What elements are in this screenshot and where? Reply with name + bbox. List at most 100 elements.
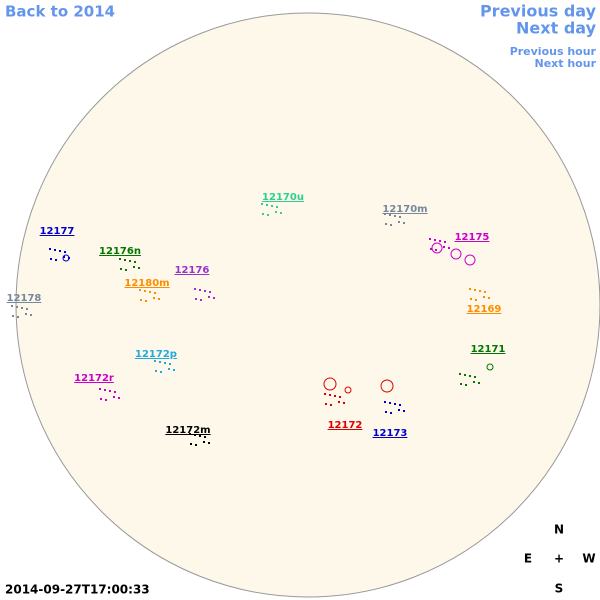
sunspot-dot (204, 436, 206, 438)
sunspot-dot (195, 298, 197, 300)
solar-disk (15, 12, 600, 598)
sunspot-dot (213, 297, 215, 299)
compass-east: E (524, 552, 532, 566)
sunspot-dot (478, 382, 480, 384)
sunspot-dot (68, 257, 70, 259)
region-link[interactable]: 12172r (74, 373, 114, 384)
sunspot-dot (199, 435, 201, 437)
sunspot-dot (204, 290, 206, 292)
sunspot-dot (390, 412, 392, 414)
sunspot-dot (385, 223, 387, 225)
region-link[interactable]: 12170m (382, 204, 427, 215)
sunspot-dot (64, 251, 66, 253)
back-link[interactable]: Back to 2014 (5, 3, 115, 21)
sunspot-dot (389, 402, 391, 404)
sunspot-dot (118, 397, 120, 399)
region-link[interactable]: 12172 (328, 420, 363, 431)
sunspot-dot (470, 298, 472, 300)
sunspot-dot (394, 215, 396, 217)
sunspot-dot (59, 250, 61, 252)
sunspot-dot (484, 291, 486, 293)
sunspot-dot (153, 297, 155, 299)
sunspot-dot (266, 204, 268, 206)
next-day-link[interactable]: Next day (516, 19, 597, 38)
sunspot-dot (30, 314, 32, 316)
sunspot-dot (50, 258, 52, 260)
region-link[interactable]: 12176n (99, 246, 141, 257)
compass-center: + (554, 552, 564, 566)
region-link[interactable]: 12169 (467, 304, 502, 315)
sunspot-dot (280, 212, 282, 214)
sunspot-dot (475, 299, 477, 301)
sunspot-dot (125, 269, 127, 271)
region-link[interactable]: 12173 (373, 428, 408, 439)
sunspot-dot (434, 239, 436, 241)
sunspot-dot (399, 404, 401, 406)
sunspot-dot (384, 401, 386, 403)
sunspot-dot (164, 362, 166, 364)
sunspot (464, 254, 476, 266)
region-link[interactable]: 12170u (262, 192, 304, 203)
sunspot-dot (430, 248, 432, 250)
sunspot-dot (208, 296, 210, 298)
sunspot-dot (474, 376, 476, 378)
sunspot-dot (199, 289, 201, 291)
sunspot-dot (139, 289, 141, 291)
compass-west: W (582, 552, 595, 566)
sunspot-dot (21, 307, 23, 309)
sunspot-dot (99, 388, 101, 390)
sunspots (11, 203, 494, 446)
previous-hour-link[interactable]: Previous hour (510, 45, 597, 58)
region-link[interactable]: 12180m (124, 278, 169, 289)
sunspot-dot (120, 268, 122, 270)
sunspot-dot (144, 290, 146, 292)
sunspot-dot (203, 441, 205, 443)
region-link[interactable]: 12172m (165, 425, 210, 436)
sunspot-dot (325, 403, 327, 405)
sunspot-dot (63, 256, 65, 258)
region-link[interactable]: 12178 (7, 293, 42, 304)
sunspot-dot (129, 260, 131, 262)
next-hour-link[interactable]: Next hour (535, 57, 597, 70)
sunspot-dot (209, 291, 211, 293)
sunspot-dot (124, 259, 126, 261)
sunspot-dot (384, 213, 386, 215)
sunspot-dot (403, 410, 405, 412)
sunspot-dot (149, 291, 151, 293)
region-link[interactable]: 12172p (135, 349, 177, 360)
region-link[interactable]: 12171 (471, 344, 506, 355)
previous-day-link[interactable]: Previous day (480, 2, 597, 21)
sunspot (486, 363, 494, 371)
sunspot-dot (459, 373, 461, 375)
region-link[interactable]: 12176 (175, 265, 210, 276)
sunspot-dot (469, 288, 471, 290)
sunspot-dot (261, 203, 263, 205)
sunspot-dot (339, 396, 341, 398)
sunspot-dot (334, 395, 336, 397)
sunspot-dot (330, 404, 332, 406)
sunspot-dot (448, 247, 450, 249)
sunspot-dot (25, 313, 27, 315)
sunspot-dot (159, 361, 161, 363)
sunspot-dot (435, 249, 437, 251)
sunspot-dot (54, 249, 56, 251)
sunspot-dot (173, 369, 175, 371)
sunspot (344, 386, 352, 394)
sunspot-dot (200, 299, 202, 301)
region-link[interactable]: 12177 (40, 226, 75, 237)
sunspot-dot (49, 248, 51, 250)
sunspot-dot (208, 442, 210, 444)
sunspot-dot (479, 290, 481, 292)
region-link[interactable]: 12175 (455, 232, 490, 243)
sunspot-dot (460, 383, 462, 385)
sunspot-dot (169, 363, 171, 365)
sunspot-dot (109, 390, 111, 392)
sunspot-dot (113, 396, 115, 398)
sunspot-dot (134, 261, 136, 263)
sunspot-dot (464, 374, 466, 376)
sunspot-dot (104, 389, 106, 391)
sunspot-dot (474, 289, 476, 291)
sunspot-dot (138, 267, 140, 269)
sunspot-dot (154, 360, 156, 362)
sunspot-dot (168, 368, 170, 370)
